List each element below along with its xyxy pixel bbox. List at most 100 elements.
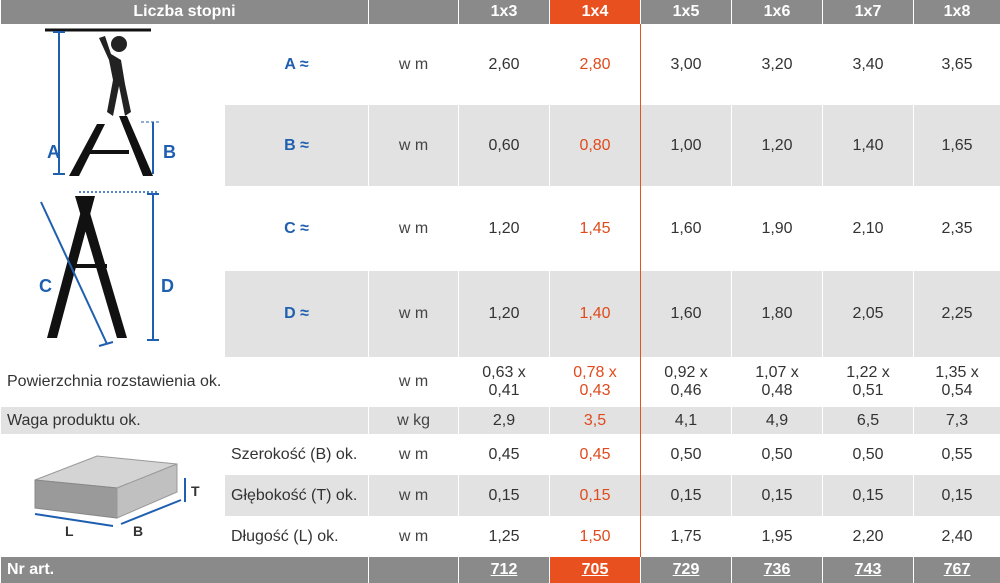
unit: w m — [369, 475, 459, 516]
cell: 0,50 — [641, 434, 732, 475]
cell: 0,45 — [459, 434, 550, 475]
cell: 1,20 — [459, 271, 550, 357]
unit: w m — [369, 357, 459, 407]
package-diagram: T L B — [1, 434, 225, 557]
cell: 1,00 — [641, 105, 732, 185]
row-a: A B C — [1, 24, 1000, 105]
label-c: C ≈ — [225, 186, 369, 272]
article-link-736[interactable]: 736 — [764, 561, 791, 578]
cell-highlight: 1,50 — [550, 516, 641, 557]
width-label: Szerokość (B) ok. — [225, 434, 369, 475]
article-link-767[interactable]: 767 — [944, 561, 971, 578]
cell: 2,60 — [459, 24, 550, 105]
label-b: B ≈ — [225, 105, 369, 185]
unit: w m — [369, 434, 459, 475]
cell: 0,15 — [641, 475, 732, 516]
row-width: T L B Szerokość (B) ok. w m 0,45 0,45 0,… — [1, 434, 1000, 475]
dim-a-label: A — [47, 142, 60, 162]
article-link-712[interactable]: 712 — [491, 561, 518, 578]
col-1x6: 1x6 — [732, 0, 823, 24]
cell: 2,10 — [823, 186, 914, 272]
cell-highlight: 2,80 — [550, 24, 641, 105]
article-cell: 729 — [641, 557, 732, 583]
article-cell-highlight: 705 — [550, 557, 641, 583]
cell: 4,9 — [732, 407, 823, 434]
cell: 1,75 — [641, 516, 732, 557]
cell: 3,65 — [914, 24, 1000, 105]
cell: 2,20 — [823, 516, 914, 557]
article-link-705[interactable]: 705 — [582, 561, 609, 578]
cell: 1,60 — [641, 186, 732, 272]
row-surface: Powierzchnia rozstawienia ok. w m 0,63 x… — [1, 357, 1000, 407]
cell-highlight: 1,40 — [550, 271, 641, 357]
col-1x8: 1x8 — [914, 0, 1000, 24]
cell: 4,1 — [641, 407, 732, 434]
box-illustration: T L B — [1, 434, 225, 552]
unit: w m — [369, 105, 459, 185]
dim-d-label: D — [161, 276, 174, 296]
cell: 1,80 — [732, 271, 823, 357]
footer-row: Nr art. 712 705 729 736 743 767 — [1, 557, 1000, 583]
cell: 3,20 — [732, 24, 823, 105]
row-weight: Waga produktu ok. w kg 2,9 3,5 4,1 4,9 6… — [1, 407, 1000, 434]
header-title: Liczba stopni — [1, 0, 369, 24]
cell: 1,90 — [732, 186, 823, 272]
article-link-729[interactable]: 729 — [673, 561, 700, 578]
col-1x5: 1x5 — [641, 0, 732, 24]
depth-label: Głębokość (T) ok. — [225, 475, 369, 516]
cell: 1,20 — [459, 186, 550, 272]
cell: 2,35 — [914, 186, 1000, 272]
dim-t-label: T — [191, 483, 200, 499]
cell: 0,15 — [823, 475, 914, 516]
label-a: A ≈ — [225, 24, 369, 105]
footer-blank — [369, 557, 459, 583]
footer-label: Nr art. — [1, 557, 369, 583]
cell: 3,40 — [823, 24, 914, 105]
cell: 1,65 — [914, 105, 1000, 185]
cell: 0,55 — [914, 434, 1000, 475]
article-cell: 712 — [459, 557, 550, 583]
col-1x3: 1x3 — [459, 0, 550, 24]
cell: 1,20 — [732, 105, 823, 185]
unit: w m — [369, 24, 459, 105]
cell: 0,50 — [732, 434, 823, 475]
dim-b2-label: B — [133, 523, 143, 539]
article-cell: 743 — [823, 557, 914, 583]
surface-label: Powierzchnia rozstawienia ok. — [1, 357, 369, 407]
article-link-743[interactable]: 743 — [855, 561, 882, 578]
header-row: Liczba stopni 1x3 1x4 1x5 1x6 1x7 1x8 — [1, 0, 1000, 24]
col-1x7: 1x7 — [823, 0, 914, 24]
cell: 3,00 — [641, 24, 732, 105]
cell: 0,15 — [732, 475, 823, 516]
cell: 1,40 — [823, 105, 914, 185]
unit: w m — [369, 271, 459, 357]
cell: 0,15 — [914, 475, 1000, 516]
unit: w m — [369, 516, 459, 557]
cell-highlight: 0,45 — [550, 434, 641, 475]
label-d: D ≈ — [225, 271, 369, 357]
cell: 2,40 — [914, 516, 1000, 557]
dim-l-label: L — [65, 523, 74, 539]
unit: w m — [369, 186, 459, 272]
article-cell: 736 — [732, 557, 823, 583]
cell: 2,9 — [459, 407, 550, 434]
dim-c-label: C — [39, 276, 52, 296]
header-unit-blank — [369, 0, 459, 24]
cell: 6,5 — [823, 407, 914, 434]
cell: 7,3 — [914, 407, 1000, 434]
cell: 1,25 — [459, 516, 550, 557]
cell: 2,25 — [914, 271, 1000, 357]
weight-label: Waga produktu ok. — [1, 407, 369, 434]
ladder-illustration: A B C — [1, 24, 225, 352]
cell: 0,15 — [459, 475, 550, 516]
article-cell: 767 — [914, 557, 1000, 583]
col-1x4: 1x4 — [550, 0, 641, 24]
cell-highlight: 0,80 — [550, 105, 641, 185]
cell: 0,60 — [459, 105, 550, 185]
